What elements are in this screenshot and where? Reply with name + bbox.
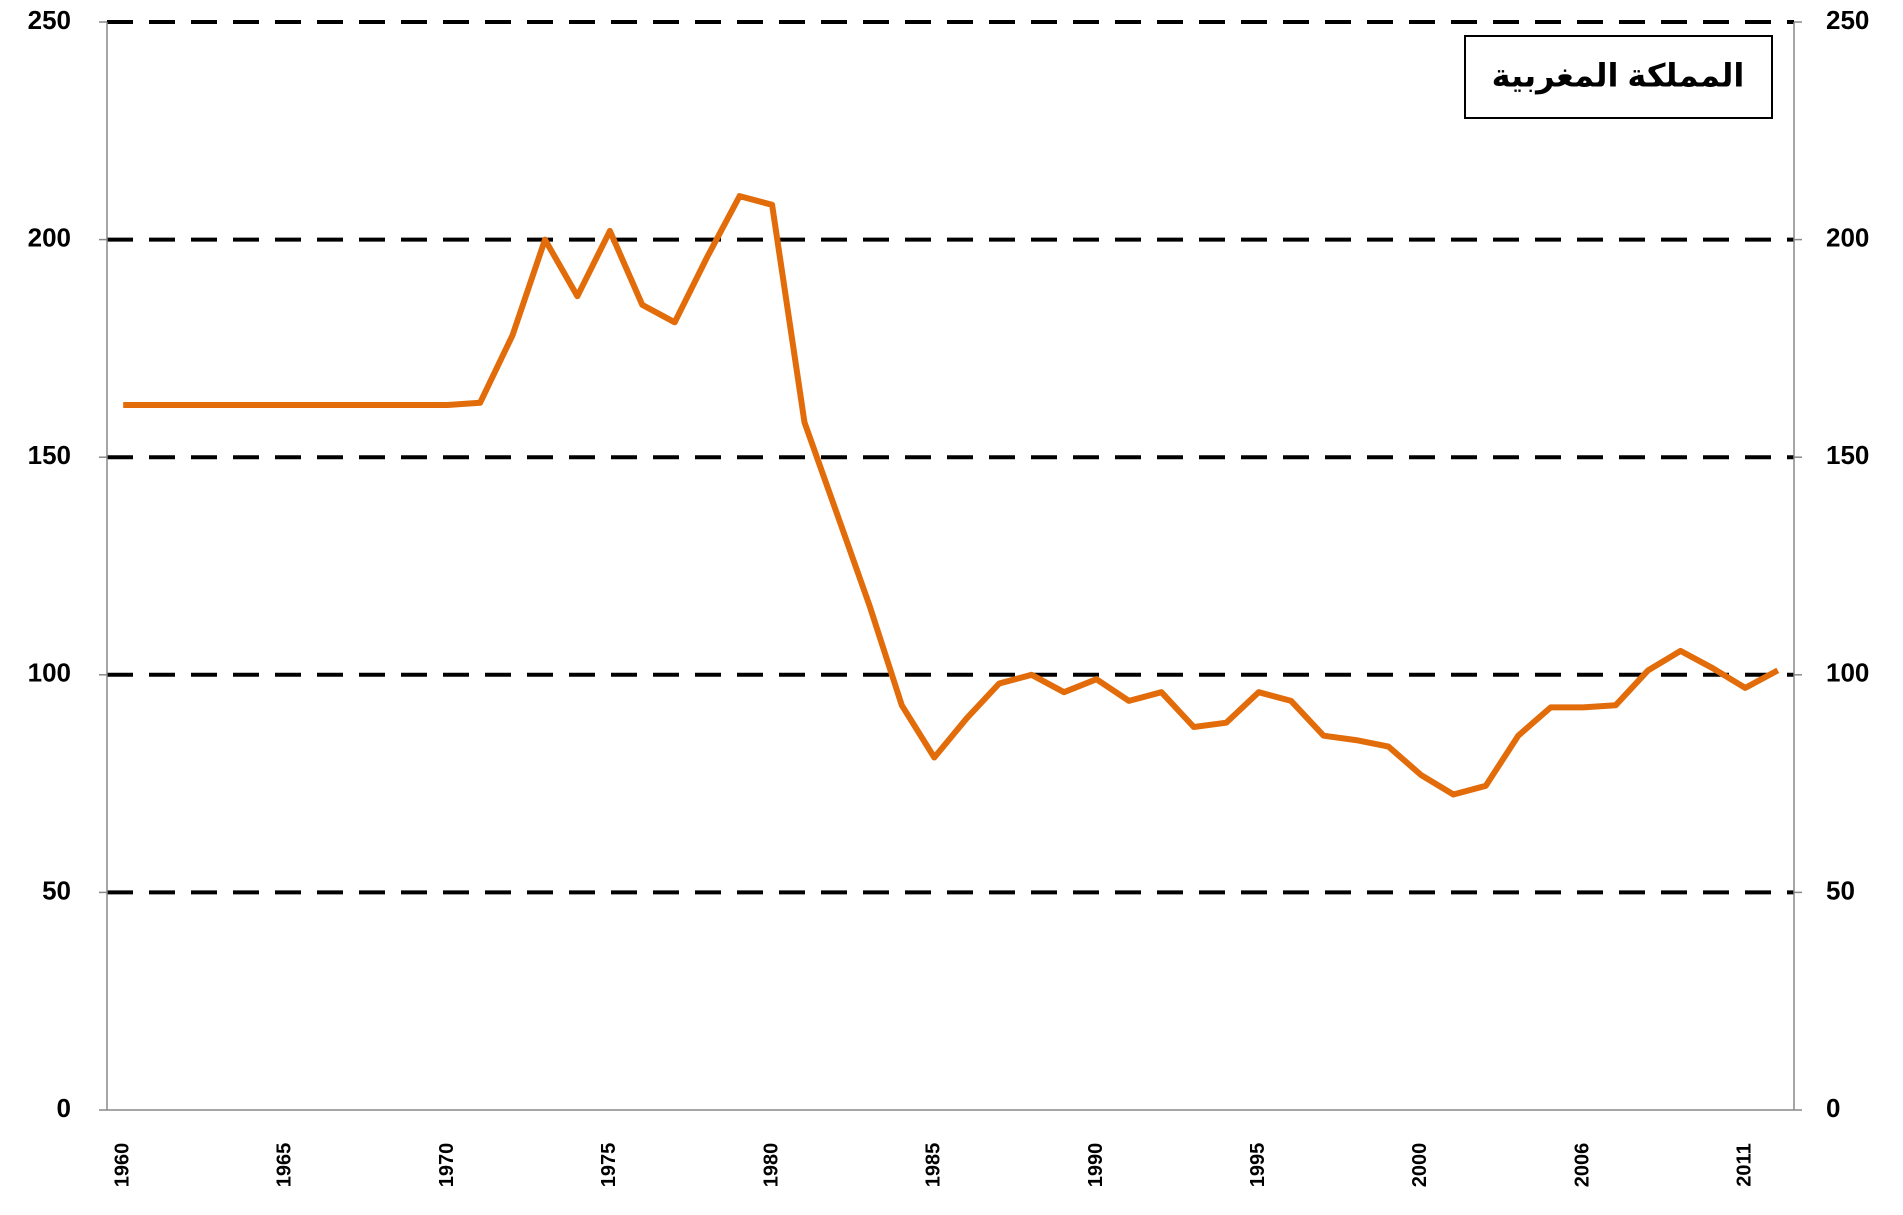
x-tick-label: 2006: [1571, 1143, 1593, 1188]
x-tick-label: 1985: [923, 1143, 945, 1188]
x-tick-label: 2011: [1734, 1143, 1756, 1186]
x-tick-label: 1995: [1247, 1143, 1269, 1188]
x-tick-label: 1980: [760, 1143, 782, 1188]
y-tick-label: 0: [57, 1093, 71, 1123]
chart-title: المملكة المغربية: [1492, 57, 1745, 94]
x-tick-label: 1970: [436, 1143, 458, 1188]
x-tick-label: 2000: [1409, 1143, 1431, 1188]
y-tick-label: 150: [28, 440, 71, 470]
x-tick-label: 1965: [274, 1143, 296, 1188]
y-tick-label: 50: [42, 875, 71, 905]
y2-tick-label: 250: [1826, 5, 1869, 35]
y-tick-label: 100: [28, 658, 71, 688]
data-line: [123, 193, 1780, 798]
x-tick-label: 1990: [1085, 1143, 1107, 1188]
y2-tick-label: 150: [1826, 440, 1869, 470]
x-tick-label: 1960: [112, 1143, 134, 1188]
y-tick-label: 200: [28, 222, 71, 252]
y2-tick-label: 100: [1826, 658, 1869, 688]
y2-tick-label: 200: [1826, 222, 1869, 252]
title-box: [1464, 35, 1773, 119]
y-tick-label: 250: [28, 5, 71, 35]
y2-tick-label: 0: [1826, 1093, 1840, 1123]
y2-tick-label: 50: [1826, 875, 1855, 905]
x-tick-label: 1975: [598, 1143, 620, 1188]
